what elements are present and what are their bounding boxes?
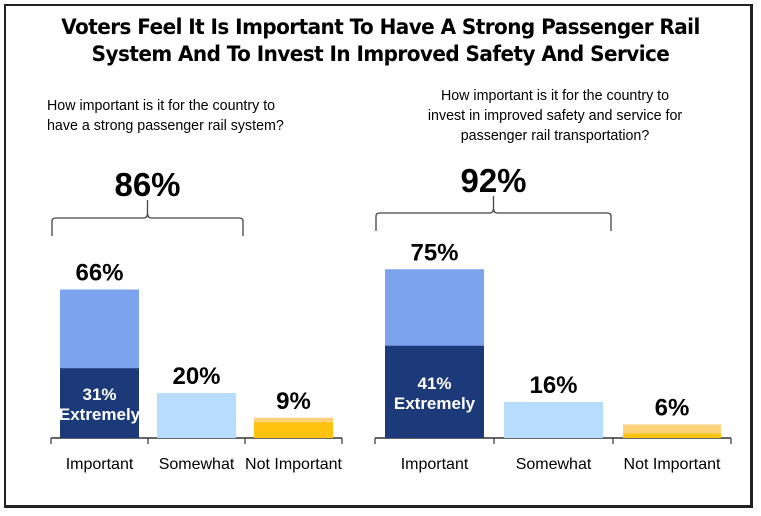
left-total-label: 86% [114,166,180,203]
title-line-1: Voters Feel It Is Important To Have A St… [61,15,700,40]
left-total-bracket [51,200,244,236]
right-question-line-2: invest in improved safety and service fo… [427,107,683,124]
right-category-label-not-important: Not Important [624,456,721,473]
left-question-line-1: How important is it for the country to [47,97,276,114]
left-category-label-somewhat: Somewhat [159,456,235,473]
right-category-label-somewhat: Somewhat [516,456,592,473]
right-question-line-3: passenger rail transportation? [460,127,650,144]
right-value-label-somewhat: 16% [529,372,577,399]
right-bar-somewhat [504,402,603,438]
right-value-label-important: 75% [410,239,458,266]
left-bar-not-important-segment [254,422,333,438]
right-question: How important is it for the country to i… [384,86,726,146]
right-total-label: 92% [460,162,526,199]
left-value-label-important: 66% [75,260,123,287]
title-line-2: System And To Invest In Improved Safety … [91,42,670,67]
chart-title: Voters Feel It Is Important To Have A St… [27,14,735,68]
left-question: How important is it for the country to h… [47,96,332,136]
right-question-line-1: How important is it for the country to [440,87,670,104]
right-value-label-not-important: 6% [655,395,690,422]
right-total-bracket [375,196,612,231]
left-value-label-not-important: 9% [276,388,311,415]
left-question-line-2: have a strong passenger rail system? [47,117,284,134]
left-extremely-text-label: Extremely [59,405,141,424]
right-bar-not-important-segment [623,433,721,438]
left-bar-important-segment [60,368,139,438]
right-extremely-value-label: 41% [417,374,451,393]
left-category-label-not-important: Not Important [245,456,342,473]
left-category-label-important: Important [66,456,134,473]
right-extremely-text-label: Extremely [394,394,476,413]
right-bar-important-segment [385,345,484,438]
left-value-label-somewhat: 20% [172,363,220,390]
left-bar-somewhat [157,393,236,438]
right-category-label-important: Important [401,456,469,473]
left-extremely-value-label: 31% [82,385,116,404]
